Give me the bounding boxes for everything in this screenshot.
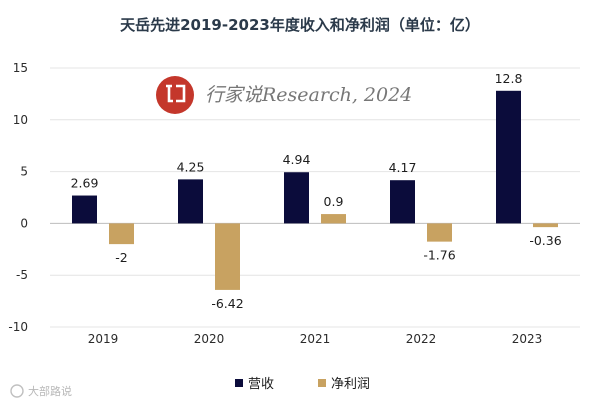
data-label: 2.69 (71, 176, 99, 191)
legend-label-净利润: 净利润 (331, 377, 370, 392)
y-tick-label: -10 (8, 320, 28, 334)
corner-watermark-text: 大部路说 (28, 384, 72, 398)
bar-净利润-2023 (533, 223, 558, 228)
gridlines (50, 67, 580, 328)
data-label: 0.9 (324, 194, 344, 209)
data-labels: 2.69 -2 4.25 -6.42 4.94 0.9 4.17 -1.76 12.8 -0.36 (71, 71, 562, 311)
bar-净利润-2021 (321, 214, 346, 224)
bar-营收-2023 (496, 90, 521, 224)
bars (72, 90, 558, 290)
data-label: -2 (115, 250, 127, 265)
watermark-text: 行家说Research, 2024 (205, 84, 412, 106)
data-label: -1.76 (423, 248, 455, 263)
legend-swatch-营收 (235, 379, 243, 387)
x-tick-label: 2023 (512, 332, 543, 346)
chart-title: 天岳先进2019-2023年度收入和净利润（单位：亿） (120, 16, 480, 34)
data-label: 4.17 (389, 160, 417, 175)
data-label: -0.36 (529, 233, 561, 248)
watermark-logo-icon (156, 76, 194, 114)
corner-watermark-icon (10, 384, 24, 398)
data-label: 12.8 (495, 71, 523, 86)
x-tick-label: 2020 (194, 332, 225, 346)
bar-净利润-2020 (215, 223, 240, 290)
bar-净利润-2022 (427, 223, 452, 242)
bar-营收-2022 (390, 180, 415, 224)
y-axis: -10 -5 0 5 10 15 (8, 61, 28, 334)
bar-净利润-2019 (109, 223, 134, 245)
corner-watermark: 大部路说 (10, 384, 72, 398)
y-tick-label: 5 (20, 165, 28, 179)
data-label: 4.25 (177, 159, 205, 174)
y-tick-label: -5 (16, 268, 28, 282)
y-tick-label: 15 (13, 61, 28, 75)
bar-营收-2021 (284, 172, 309, 224)
y-tick-label: 0 (20, 216, 28, 230)
data-label: -6.42 (211, 296, 243, 311)
x-tick-label: 2022 (406, 332, 437, 346)
watermark: 行家说Research, 2024 (156, 76, 412, 114)
legend: 营收 净利润 (235, 377, 370, 392)
x-tick-label: 2019 (88, 332, 119, 346)
legend-swatch-净利润 (318, 379, 326, 387)
watermark-logo-glyph (166, 84, 186, 103)
y-tick-label: 10 (13, 113, 28, 127)
data-label: 4.94 (283, 152, 311, 167)
x-axis: 2019 2020 2021 2022 2023 (88, 332, 543, 346)
bar-营收-2019 (72, 195, 97, 224)
x-tick-label: 2021 (300, 332, 331, 346)
bar-营收-2020 (178, 179, 203, 224)
legend-label-营收: 营收 (248, 377, 274, 392)
